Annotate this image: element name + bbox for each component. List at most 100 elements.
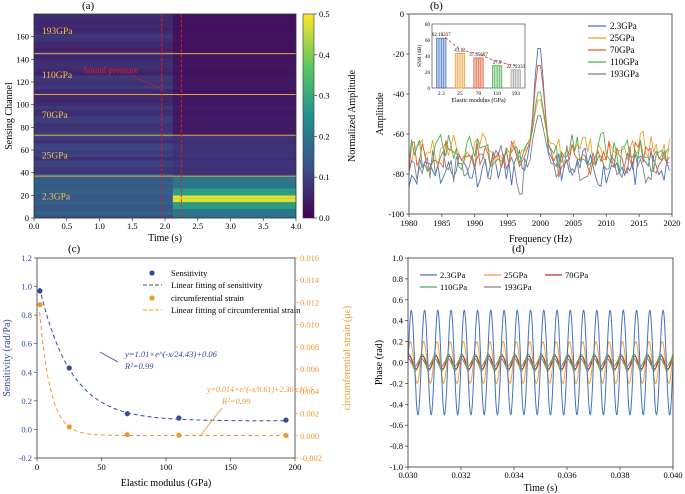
response-stripe xyxy=(172,188,296,192)
y-tick-label: -60 xyxy=(393,129,404,139)
x-tick-label: 0.038 xyxy=(610,470,629,480)
y2-tick-label: -0.002 xyxy=(300,453,322,463)
y-tick-label: -20 xyxy=(393,49,404,59)
heatmap-row xyxy=(34,78,296,83)
response-stripe xyxy=(172,202,296,206)
y-tick-label: -0.6 xyxy=(390,420,403,430)
inset-y-tick-label: 20 xyxy=(425,71,431,76)
response-stripe xyxy=(172,205,296,209)
heatmap-row xyxy=(34,58,296,62)
heatmap-row xyxy=(34,65,296,69)
legend-label-3: Linear fitting of circumferential strain xyxy=(171,305,301,315)
region-label-1: 110GPa xyxy=(42,71,73,81)
legend-label-2.3GPa: 2.3GPa xyxy=(440,270,465,280)
inset-background xyxy=(414,20,531,104)
strain-point xyxy=(124,432,130,438)
x-tick-label: 2010 xyxy=(598,218,615,228)
y-tick-label: -0.8 xyxy=(390,441,403,451)
heatmap-row xyxy=(34,190,296,195)
y-axis-label: Sensitivity (rad/Pa) xyxy=(2,319,13,397)
response-region-2 xyxy=(172,94,296,136)
y-tick-label: 1.2 xyxy=(21,253,32,263)
heatmap-row xyxy=(34,75,296,79)
x-axis-label: Time (s) xyxy=(148,233,182,244)
y-tick-label: 0.8 xyxy=(392,274,403,284)
y-axis-label: Phase (rad) xyxy=(374,340,385,385)
legend-label-110GPa: 110GPa xyxy=(610,57,639,67)
y2-tick-label: 0.012 xyxy=(300,297,319,307)
fit-equation-sensitivity: y=1.01×e^(-x/24.43)+0.06 xyxy=(124,349,218,359)
heatmap-row xyxy=(34,153,296,158)
y-axis-label: Amplitude xyxy=(375,92,386,135)
heatmap-row xyxy=(34,163,296,168)
x-tick-label: 0.032 xyxy=(451,470,470,480)
sensitivity-point xyxy=(37,288,43,294)
snr-inset: 62.19337 2.3 43.22 25 37.55667 70 27.9 110 22.72… xyxy=(414,20,531,104)
heatmap-row xyxy=(34,41,296,45)
x-tick-label: 0.034 xyxy=(504,470,524,480)
heatmap-row xyxy=(34,136,296,141)
panel-a: (a) Sound pressure 193GPa 110GPa 70GPa 25GPa… xyxy=(4,0,358,244)
heatmap-row xyxy=(34,143,296,147)
y-tick-label: 0 xyxy=(400,9,404,19)
pressure-window xyxy=(161,13,182,219)
heatmap-row xyxy=(34,14,296,18)
y-axis-label: Sensing Channel xyxy=(4,82,15,150)
panel-b-label: (b) xyxy=(430,0,443,12)
y-tick-label: 1.0 xyxy=(392,253,403,263)
fit-r2-strain: R²=0.99 xyxy=(221,396,251,406)
inset-bar-label: 43.22 xyxy=(454,48,466,53)
heatmap-row xyxy=(34,61,296,66)
panel-c: (c) -0.2 0.0 0.2 0.4 0.6 0.8 1.0 1.2 -0.002 0.000… xyxy=(2,243,353,489)
inset-x-tick-label: 193 xyxy=(512,91,521,97)
y-tick-label: 0.4 xyxy=(21,367,32,377)
x-axis-label: Elastic modulus (GPa) xyxy=(121,478,212,489)
sensitivity-point xyxy=(66,365,72,371)
sound-pressure-annotation: Sound pressure xyxy=(83,65,138,75)
heatmap-row xyxy=(34,156,296,161)
plot-frame xyxy=(36,257,296,459)
y2-tick-label: 0.002 xyxy=(300,409,319,419)
x-tick-label: 150 xyxy=(224,462,237,472)
inset-y-tick-label: 0 xyxy=(428,87,431,92)
heatmap-row xyxy=(34,129,296,134)
heatmap-row xyxy=(34,71,296,76)
y-tick-label: 0.0 xyxy=(392,358,403,368)
inset-x-axis-label: Elastic modulus (GPa) xyxy=(451,97,505,104)
y2-tick-label: 0.008 xyxy=(300,342,319,352)
response-stripe xyxy=(172,191,296,196)
y-tick-label: 80 xyxy=(21,122,30,132)
inset-bar-label: 22.72333 xyxy=(506,65,525,70)
heatmap-row xyxy=(34,211,296,215)
legend-label-25GPa: 25GPa xyxy=(504,270,527,280)
heatmap-row xyxy=(34,177,296,181)
y-tick-label: 0 xyxy=(25,213,29,223)
x-tick-label: 50 xyxy=(97,462,106,472)
response-region-0 xyxy=(172,14,296,54)
heatmap-row xyxy=(34,85,296,90)
series-line-193GPa xyxy=(409,115,670,195)
y-tick-label: 120 xyxy=(16,77,29,87)
heatmap-row xyxy=(34,31,296,35)
heatmap-row xyxy=(34,48,296,52)
legend-label-0: Sensitivity xyxy=(171,268,208,278)
response-region-1 xyxy=(172,53,296,95)
inset-bar-label: 27.9 xyxy=(493,61,502,66)
colorbar-gradient xyxy=(302,13,315,219)
heatmap-row xyxy=(34,187,296,192)
y-tick-label: -80 xyxy=(393,169,404,179)
strain-point xyxy=(283,432,289,439)
strain-point xyxy=(37,302,43,308)
heatmap-row xyxy=(34,194,296,198)
x-tick-label: 1.0 xyxy=(94,221,105,231)
y-tick-label: -1.0 xyxy=(390,462,403,472)
y-tick-label: 0.2 xyxy=(21,396,32,406)
x-tick-label: 0.030 xyxy=(398,470,417,480)
heatmap-row xyxy=(34,150,296,154)
x-tick-label: 0.5 xyxy=(61,221,72,231)
response-region-3 xyxy=(172,135,296,177)
heatmap-row xyxy=(34,95,296,100)
heatmap-row xyxy=(34,170,296,175)
inset-y-tick-label: 80 xyxy=(425,23,431,28)
